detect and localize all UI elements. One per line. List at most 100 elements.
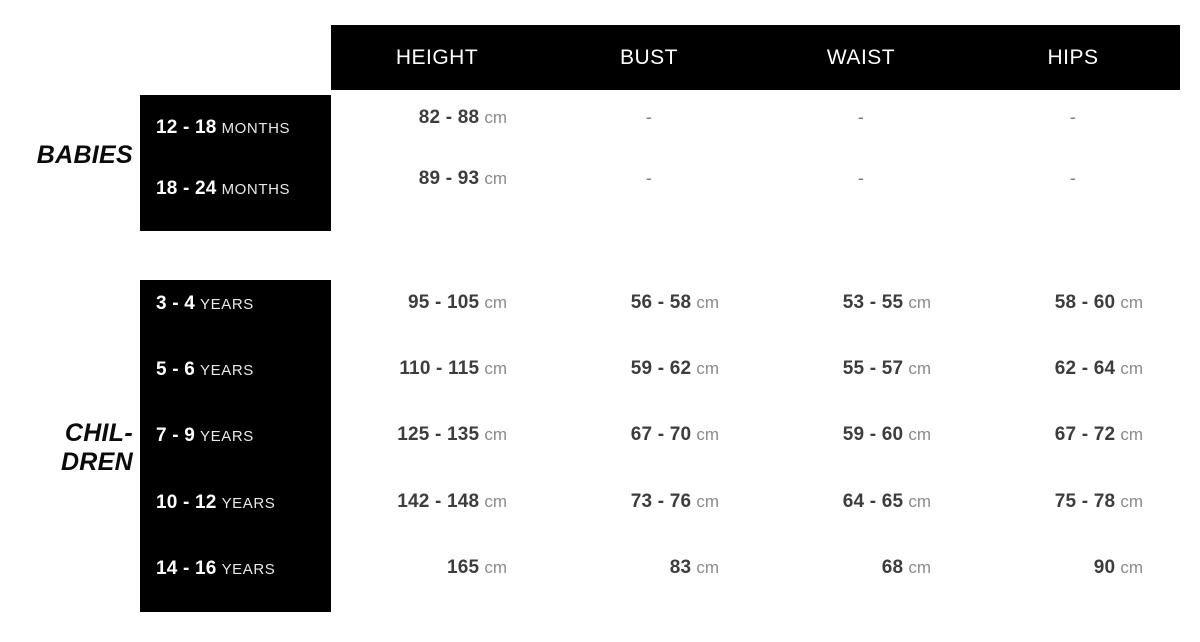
age-range-value: 18 - 24 bbox=[156, 178, 217, 199]
measurement-value: 68 bbox=[881, 556, 904, 578]
measurement-value: 67 - 72 bbox=[1054, 423, 1116, 445]
measurement-cell-bust: 56 - 58 cm bbox=[543, 293, 755, 312]
measurement-unit: cm bbox=[484, 491, 507, 511]
measurement-value: 82 - 88 bbox=[418, 106, 480, 128]
measurement-cell-hips: 58 - 60 cm bbox=[967, 293, 1179, 312]
age-label-row: 18 - 24 MONTHS bbox=[156, 179, 323, 198]
measurement-cell-height: 110 - 115 cm bbox=[331, 359, 543, 378]
measurement-unit: cm bbox=[696, 292, 719, 312]
table-row: 110 - 115 cm 59 - 62 cm 55 - 57 cm 62 - 64 cm bbox=[331, 355, 1180, 381]
age-label-box-children: 3 - 4 YEARS 5 - 6 YEARS 7 - 9 YEARS 10 - 12 YEA… bbox=[140, 280, 331, 612]
table-header-row: HEIGHT BUST WAIST HIPS bbox=[331, 25, 1180, 90]
measurement-value: 165 bbox=[447, 556, 480, 578]
measurement-unit: cm bbox=[908, 358, 931, 378]
group-name-line: BABIES bbox=[36, 141, 133, 169]
table-row: 89 - 93 cm - - - bbox=[331, 165, 1180, 191]
age-range-value: 5 - 6 bbox=[156, 359, 196, 380]
age-range-value: 7 - 9 bbox=[156, 425, 196, 446]
table-row: 142 - 148 cm 73 - 76 cm 64 - 65 cm 75 - 78 cm bbox=[331, 488, 1180, 514]
measurement-cell-bust: 83 cm bbox=[543, 558, 755, 577]
group-name-line: CHIL- bbox=[64, 419, 133, 447]
measurement-value: - bbox=[1069, 106, 1077, 127]
table-row: 95 - 105 cm 56 - 58 cm 53 - 55 cm 58 - 60 cm bbox=[331, 289, 1180, 315]
measurement-value: - bbox=[857, 106, 865, 127]
age-range-value: 3 - 4 bbox=[156, 293, 196, 314]
column-header-hips: HIPS bbox=[1047, 46, 1099, 69]
measurement-cell-waist: - bbox=[755, 108, 967, 127]
measurement-cell-hips: 62 - 64 cm bbox=[967, 359, 1179, 378]
measurement-cell-bust: 59 - 62 cm bbox=[543, 359, 755, 378]
measurement-value: 64 - 65 bbox=[842, 490, 904, 512]
column-header-bust: BUST bbox=[619, 46, 678, 69]
measurement-cell-height: 89 - 93 cm bbox=[331, 169, 543, 188]
measurement-cell-hips: - bbox=[967, 108, 1179, 127]
measurement-value: 83 bbox=[669, 556, 692, 578]
measurement-cell-height: 142 - 148 cm bbox=[331, 492, 543, 511]
measurement-unit: cm bbox=[1120, 424, 1143, 444]
measurement-value: - bbox=[857, 167, 865, 188]
table-row: 125 - 135 cm 67 - 70 cm 59 - 60 cm 67 - 72 cm bbox=[331, 421, 1180, 447]
measurement-value: 53 - 55 bbox=[842, 291, 904, 313]
measurement-unit: cm bbox=[484, 424, 507, 444]
measurement-unit: cm bbox=[1120, 292, 1143, 312]
measurement-unit: cm bbox=[696, 358, 719, 378]
measurement-value: 62 - 64 bbox=[1054, 357, 1116, 379]
column-header-waist: WAIST bbox=[826, 46, 896, 69]
measurement-cell-waist: - bbox=[755, 169, 967, 188]
measurement-unit: cm bbox=[1120, 491, 1143, 511]
measurement-cell-bust: - bbox=[543, 169, 755, 188]
age-range-unit: YEARS bbox=[200, 296, 254, 313]
measurement-value: 89 - 93 bbox=[418, 167, 480, 189]
group-name-babies: BABIES bbox=[8, 141, 133, 170]
measurement-unit: cm bbox=[484, 107, 507, 127]
measurement-unit: cm bbox=[484, 168, 507, 188]
measurement-cell-waist: 64 - 65 cm bbox=[755, 492, 967, 511]
age-label-row: 5 - 6 YEARS bbox=[156, 360, 323, 379]
age-range-value: 14 - 16 bbox=[156, 558, 217, 579]
measurement-cell-height: 125 - 135 cm bbox=[331, 425, 543, 444]
measurement-cell-waist: 53 - 55 cm bbox=[755, 293, 967, 312]
measurement-value: 56 - 58 bbox=[630, 291, 692, 313]
measurement-value: 59 - 60 bbox=[842, 423, 904, 445]
measurement-unit: cm bbox=[696, 424, 719, 444]
measurement-value: - bbox=[645, 167, 653, 188]
column-header-height: HEIGHT bbox=[395, 46, 479, 69]
measurement-value: 75 - 78 bbox=[1054, 490, 1116, 512]
measurement-value: 110 - 115 bbox=[399, 357, 480, 379]
age-label-box-babies: 12 - 18 MONTHS 18 - 24 MONTHS bbox=[140, 95, 331, 231]
measurement-value: 95 - 105 bbox=[408, 291, 480, 313]
measurement-value: 142 - 148 bbox=[397, 490, 480, 512]
measurement-unit: cm bbox=[908, 292, 931, 312]
measurement-value: 59 - 62 bbox=[630, 357, 692, 379]
measurement-unit: cm bbox=[484, 292, 507, 312]
age-range-unit: MONTHS bbox=[221, 181, 291, 198]
measurement-cell-height: 82 - 88 cm bbox=[331, 108, 543, 127]
measurement-value: 67 - 70 bbox=[630, 423, 692, 445]
age-range-unit: YEARS bbox=[221, 495, 276, 512]
measurement-value: 90 bbox=[1093, 556, 1116, 578]
age-label-row: 7 - 9 YEARS bbox=[156, 426, 323, 445]
age-range-value: 12 - 18 bbox=[156, 117, 217, 138]
measurement-unit: cm bbox=[908, 424, 931, 444]
measurement-unit: cm bbox=[696, 491, 719, 511]
measurement-unit: cm bbox=[1120, 358, 1143, 378]
measurement-value: 73 - 76 bbox=[630, 490, 692, 512]
age-range-unit: MONTHS bbox=[221, 120, 291, 137]
measurement-cell-bust: 73 - 76 cm bbox=[543, 492, 755, 511]
measurement-value: - bbox=[645, 106, 653, 127]
measurement-unit: cm bbox=[908, 557, 931, 577]
measurement-cell-height: 165 cm bbox=[331, 558, 543, 577]
measurement-unit: cm bbox=[908, 491, 931, 511]
table-row: 82 - 88 cm - - - bbox=[331, 104, 1180, 130]
measurement-value: 125 - 135 bbox=[397, 423, 480, 445]
group-name-children: CHIL- DREN bbox=[8, 419, 133, 477]
measurement-cell-bust: 67 - 70 cm bbox=[543, 425, 755, 444]
measurement-cell-height: 95 - 105 cm bbox=[331, 293, 543, 312]
measurement-unit: cm bbox=[1120, 557, 1143, 577]
age-range-value: 10 - 12 bbox=[156, 492, 217, 513]
measurement-unit: cm bbox=[696, 557, 719, 577]
measurement-cell-hips: - bbox=[967, 169, 1179, 188]
measurement-cell-waist: 55 - 57 cm bbox=[755, 359, 967, 378]
measurement-value: 58 - 60 bbox=[1054, 291, 1116, 313]
